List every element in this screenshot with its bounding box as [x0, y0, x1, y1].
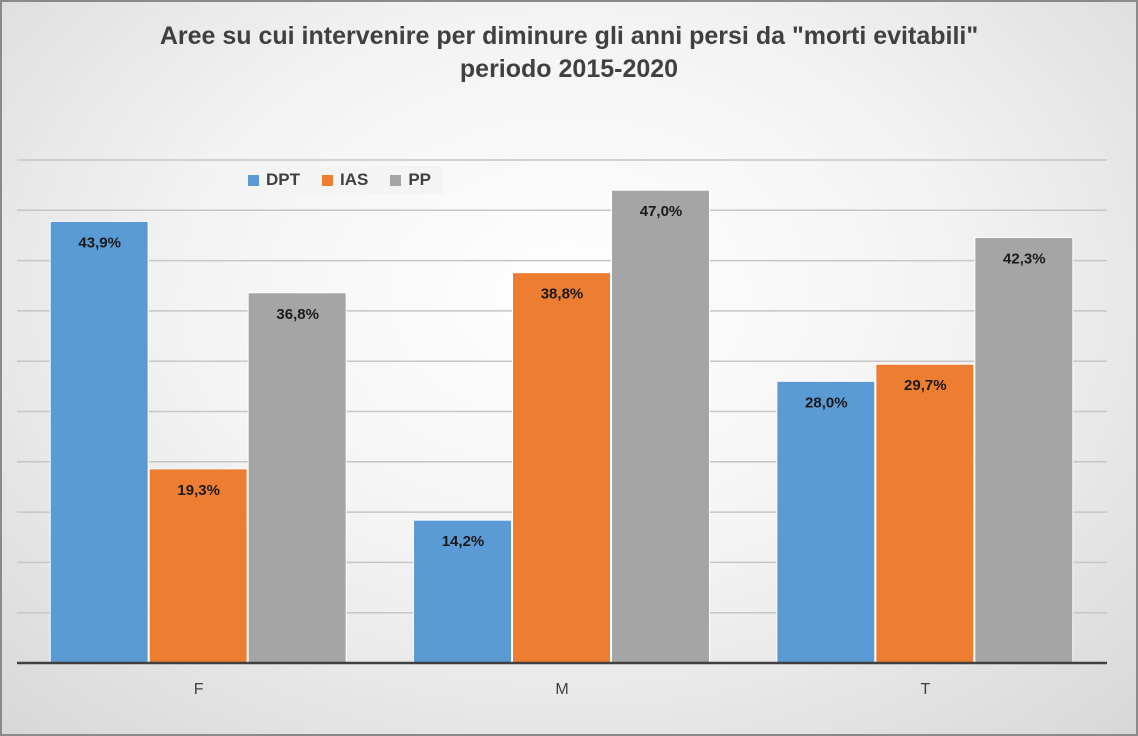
bar-ias-t [875, 363, 975, 664]
legend-label-dpt: DPT [266, 170, 300, 189]
legend-item-ias: IAS [322, 170, 368, 190]
bar-dpt-f [49, 220, 149, 664]
bar-pp-f [247, 292, 347, 664]
legend-swatch-dpt [248, 174, 259, 186]
chart-title-line: Aree su cui intervenire per diminure gli… [159, 22, 979, 50]
legend-swatch-ias [322, 174, 333, 186]
bar-dpt-t [776, 380, 876, 664]
chart-title: Aree su cui intervenire per diminure gli… [0, 20, 1138, 86]
x-tick-label-t: T [920, 681, 930, 698]
bar-ias-m [512, 272, 611, 664]
data-label-ias-m: 38,8% [541, 286, 584, 303]
legend: DPT IAS PP [236, 166, 444, 194]
bar-pp-m [611, 189, 710, 664]
data-label-pp-t: 42,3% [1003, 250, 1046, 267]
legend-label-pp: PP [408, 170, 432, 189]
data-label-dpt-m: 14,2% [442, 533, 485, 550]
data-label-dpt-f: 43,9% [78, 234, 121, 251]
x-tick-label-m: M [555, 681, 568, 698]
data-label-ias-t: 29,7% [904, 377, 947, 394]
data-label-pp-m: 47,0% [640, 203, 683, 220]
data-label-dpt-t: 28,0% [805, 394, 848, 411]
legend-swatch-pp [390, 174, 402, 186]
chart-subtitle: periodo 2015-2020 [459, 55, 679, 83]
legend-item-pp: PP [390, 170, 431, 190]
legend-label-ias: IAS [340, 170, 369, 189]
legend-item-dpt: DPT [248, 170, 300, 190]
data-label-pp-f: 36,8% [276, 306, 319, 323]
data-label-ias-f: 19,3% [177, 482, 220, 499]
bar-pp-t [974, 236, 1074, 664]
x-tick-label-f: F [194, 681, 204, 698]
